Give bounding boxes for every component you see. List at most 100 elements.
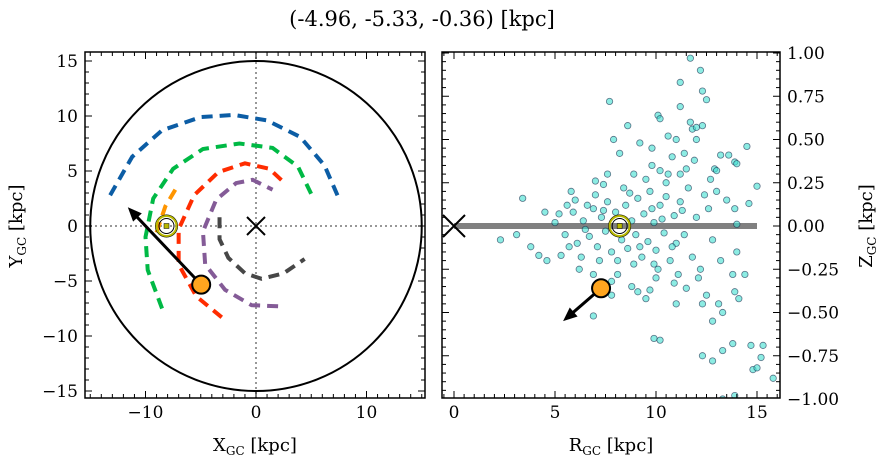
scatter-point	[589, 270, 597, 279]
scatter-point	[741, 270, 749, 279]
scatter-point	[551, 218, 559, 227]
scatter-point	[700, 191, 709, 199]
scatter-point	[591, 191, 600, 199]
sun-marker	[608, 215, 631, 237]
scatter-point	[607, 291, 616, 299]
velocity-arrow-head	[127, 207, 142, 222]
scatter-point	[636, 243, 644, 251]
scatter-point	[618, 236, 626, 244]
scatter-point	[609, 135, 618, 144]
scatter-point	[638, 253, 646, 261]
scatter-point	[692, 213, 701, 221]
y-tick-label: 1.00	[787, 44, 825, 64]
scatter-point	[589, 312, 597, 320]
scatter-point	[715, 300, 723, 308]
scatter-point	[753, 182, 761, 190]
scatter-point	[599, 180, 608, 189]
scatter-point	[717, 151, 725, 159]
y-tick-label: 0.25	[787, 174, 825, 194]
x-tick-label: 15	[746, 403, 768, 423]
scatter-point	[672, 300, 680, 308]
x-tick-label: 0	[449, 403, 460, 423]
sun-marker	[155, 215, 178, 237]
y-tick-label: −0.25	[787, 260, 839, 280]
scatter-point	[769, 374, 777, 382]
scatter-point	[684, 184, 692, 192]
scatter-point	[603, 198, 612, 206]
scatter-point	[614, 256, 622, 265]
scatter-point	[676, 78, 684, 87]
scatter-point	[541, 208, 549, 216]
sun-center	[163, 223, 170, 229]
scatter-point	[543, 256, 551, 265]
plot-area	[442, 54, 777, 398]
scatter-point	[723, 196, 731, 204]
scatter-point	[595, 256, 604, 265]
scatter-point	[624, 122, 632, 130]
y-tick-label: −0.50	[787, 304, 839, 324]
scatter-point	[698, 352, 707, 360]
y-tick-label: 0.75	[787, 87, 825, 107]
scatter-point	[708, 357, 717, 365]
scatter-point	[611, 208, 620, 216]
scatter-point	[616, 149, 624, 157]
scatter-point	[656, 336, 664, 344]
scatter-point	[682, 284, 690, 292]
scatter-point	[662, 179, 670, 187]
scatter-point	[735, 295, 743, 303]
figure-title: (-4.96, -5.33, -0.36) [kpc]	[289, 7, 555, 31]
scatter-point	[636, 139, 644, 147]
scatter-point	[674, 270, 682, 279]
scatter-point	[642, 175, 650, 183]
scatter-point	[704, 205, 713, 213]
scatter-point	[555, 210, 563, 218]
scatter-point	[650, 260, 658, 268]
scatter-point	[626, 189, 634, 197]
x-tick-label: 10	[356, 403, 378, 423]
scatter-point	[729, 340, 737, 348]
scatter-point	[565, 243, 573, 251]
scatter-point	[664, 170, 672, 178]
object-marker	[591, 278, 612, 299]
scatter-point	[668, 243, 676, 251]
scatter-point	[585, 232, 593, 240]
scatter-point	[686, 118, 694, 126]
y-tick-label: −0.75	[787, 347, 839, 367]
scatter-point	[731, 205, 739, 213]
scatter-point	[719, 395, 727, 398]
y-tick-label: 15	[56, 52, 78, 72]
scatter-point	[614, 270, 622, 279]
scatter-point	[733, 220, 741, 228]
scatter-point	[662, 192, 670, 201]
object-marker	[191, 274, 212, 295]
scatter-point	[733, 248, 741, 256]
scatter-point	[676, 170, 684, 178]
scatter-point	[698, 122, 707, 130]
scatter-point	[656, 115, 664, 123]
scatter-point	[496, 236, 505, 244]
x-tick-label: 5	[550, 403, 561, 423]
scatter-point	[646, 286, 654, 294]
y-tick-label: −5	[53, 272, 78, 292]
y-tick-label: 0.50	[787, 131, 825, 151]
scatter-point	[513, 231, 521, 239]
scatter-point	[591, 177, 600, 185]
scatter-point	[676, 103, 684, 111]
scatter-point	[717, 256, 725, 265]
scatter-point	[650, 334, 658, 343]
scatter-point	[579, 217, 587, 225]
scatter-point	[601, 227, 610, 235]
scatter-point	[680, 149, 688, 157]
axes-frame	[441, 51, 781, 399]
y-axis-label: YGC [kpc]	[6, 185, 29, 269]
scatter-point	[577, 253, 585, 261]
scatter-point	[535, 251, 543, 260]
scatter-point	[605, 97, 614, 106]
y-tick-label: −10	[42, 327, 78, 347]
scatter-point	[696, 66, 705, 74]
spiral-arm-3	[176, 161, 287, 319]
scatter-point	[712, 167, 721, 175]
scatter-point	[660, 229, 668, 237]
scatter-point	[729, 270, 737, 279]
scatter-point	[682, 165, 690, 173]
